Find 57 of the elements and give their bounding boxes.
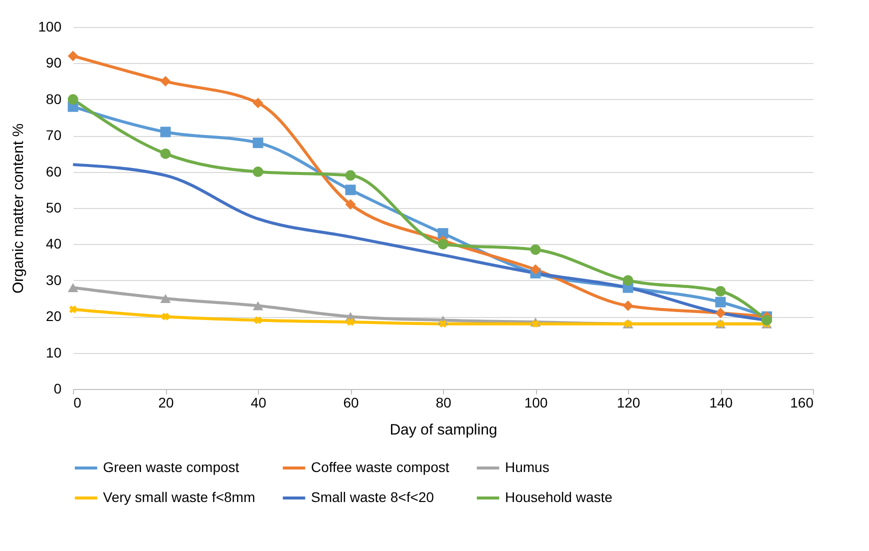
point: [715, 308, 726, 318]
point: [345, 184, 356, 196]
point: [160, 76, 171, 87]
y-tick-label: 10: [46, 344, 62, 360]
point: [762, 314, 772, 326]
y-tick-label: 40: [46, 236, 62, 252]
point: [252, 98, 264, 108]
x-tick-label: 120: [616, 394, 640, 410]
y-tick-label: 100: [38, 18, 62, 34]
y-tick-label: 80: [46, 90, 62, 107]
point: [252, 166, 264, 178]
point: [715, 296, 726, 308]
point: [68, 94, 78, 105]
y-tick-label: 30: [46, 272, 62, 288]
x-tick-label: 80: [436, 394, 452, 410]
point: [346, 318, 354, 326]
point: [530, 244, 541, 255]
legend-label: Small waste 8<f<20: [311, 489, 434, 505]
point: [162, 312, 170, 320]
point: [438, 238, 448, 250]
x-tick-label: 140: [709, 394, 733, 410]
y-tick-label: 60: [46, 163, 62, 180]
y-axis-title: Organic matter content %: [10, 123, 28, 294]
point: [160, 126, 171, 138]
legend-label: Green waste compost: [103, 459, 240, 475]
y-tick-label: 50: [46, 200, 62, 216]
point: [160, 148, 171, 159]
x-tick-label: 20: [158, 394, 174, 410]
x-tick-label: 160: [790, 394, 814, 410]
x-tick-label: 0: [74, 394, 82, 410]
point: [252, 138, 264, 148]
x-tick-label: 60: [343, 394, 359, 410]
point: [530, 264, 541, 275]
y-tick-label: 70: [46, 127, 62, 144]
point: [715, 286, 726, 296]
point: [254, 316, 262, 324]
x-tick-label: 100: [524, 394, 548, 410]
legend-label: Very small waste f<8mm: [103, 489, 256, 505]
point: [532, 320, 540, 328]
point: [439, 320, 447, 328]
point: [69, 306, 77, 314]
point: [68, 283, 78, 292]
legend-label: Household waste: [505, 489, 613, 505]
x-axis-title: Day of sampling: [390, 422, 498, 438]
point: [345, 199, 356, 210]
point: [160, 294, 171, 304]
point: [345, 170, 356, 181]
y-tick-label: 90: [46, 54, 62, 71]
point: [622, 275, 634, 286]
legend-label: Humus: [505, 459, 550, 475]
y-tick-label: 0: [54, 380, 62, 396]
x-tick-label: 40: [250, 394, 266, 410]
point: [252, 301, 264, 310]
legend-label: Coffee waste compost: [311, 459, 450, 475]
point: [622, 300, 634, 311]
point: [68, 50, 78, 62]
y-tick-label: 20: [46, 308, 62, 324]
